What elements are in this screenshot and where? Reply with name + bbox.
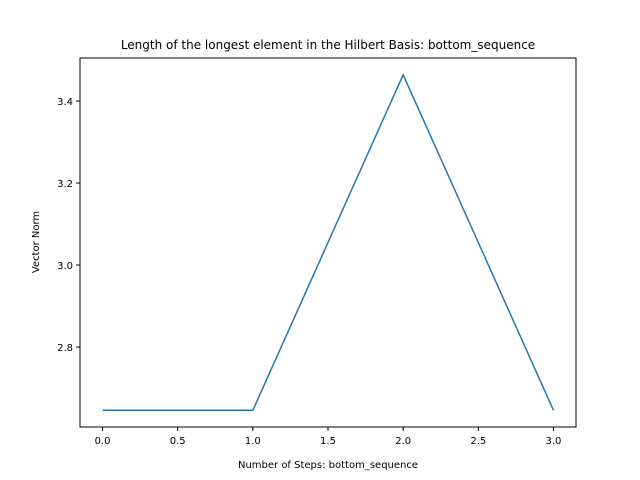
x-tick-label: 3.0 xyxy=(546,436,562,447)
x-tick-label: 1.0 xyxy=(245,436,261,447)
x-tick-label: 2.5 xyxy=(470,436,486,447)
x-tick-label: 2.0 xyxy=(395,436,411,447)
y-axis-label: Vector Norm xyxy=(31,211,42,273)
y-tick-label: 3.4 xyxy=(57,97,73,108)
axis-ticks: 0.0 0.5 1.0 1.5 2.0 2.5 3.0 2.8 3.0 3.2 3.4 xyxy=(57,97,561,447)
x-axis-label: Number of Steps: bottom_sequence xyxy=(238,460,418,471)
chart-title: Length of the longest element in the Hil… xyxy=(121,38,535,52)
x-tick-label: 1.5 xyxy=(320,436,336,447)
x-tick-label: 0.5 xyxy=(170,436,186,447)
y-tick-label: 3.0 xyxy=(57,261,73,272)
series-line xyxy=(102,74,555,412)
x-tick-label: 0.0 xyxy=(95,436,111,447)
plot-frame xyxy=(79,57,577,428)
series-group xyxy=(102,74,555,412)
y-tick-label: 2.8 xyxy=(57,343,73,354)
y-tick-label: 3.2 xyxy=(57,179,73,190)
